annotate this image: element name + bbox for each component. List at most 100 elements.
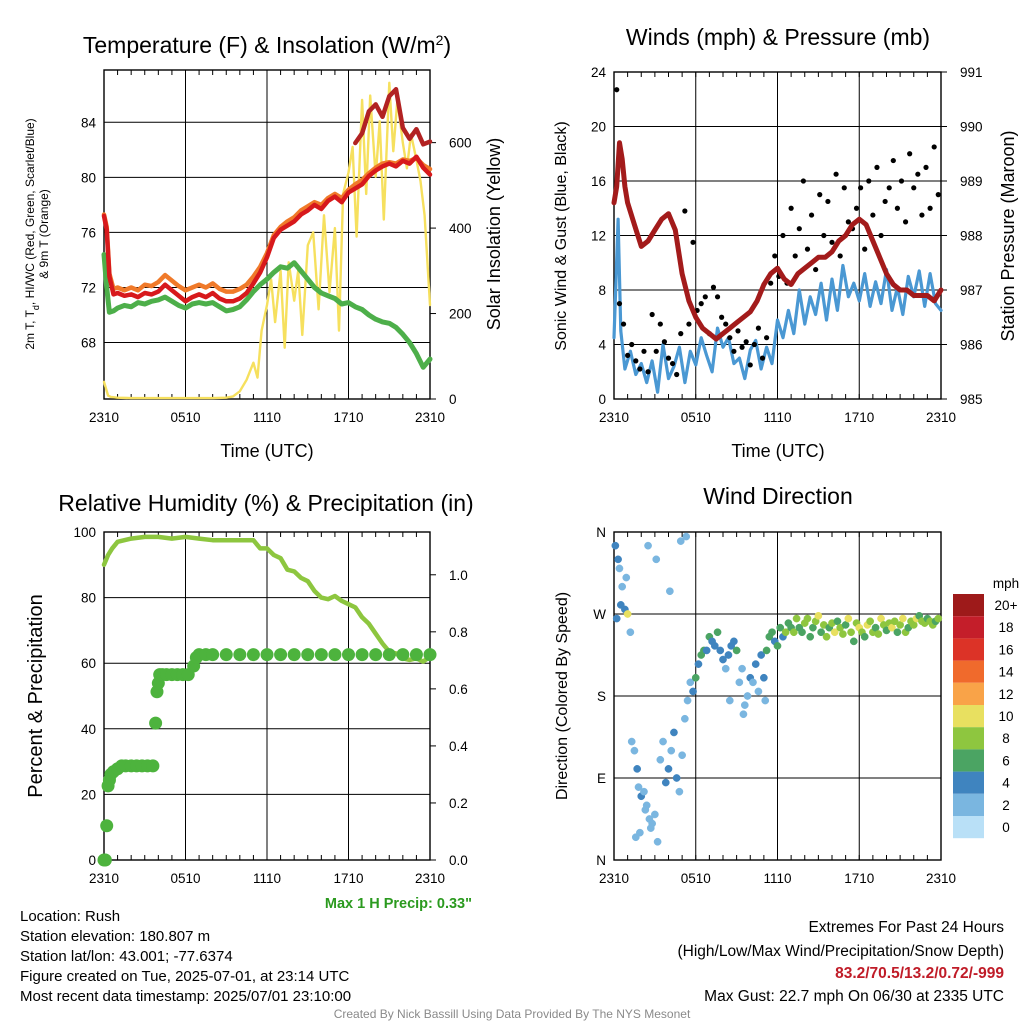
x-tick-label: 0510 <box>681 410 711 425</box>
y-tick-label: N <box>596 853 606 868</box>
direction-point <box>847 628 855 637</box>
direction-point <box>768 628 776 637</box>
gust-marker <box>829 239 835 245</box>
x-tick-label: 2310 <box>415 410 445 425</box>
heat-index-line <box>353 87 433 147</box>
pressure-line <box>611 140 944 342</box>
direction-point <box>623 610 632 618</box>
y-tick-label: 76 <box>81 225 96 240</box>
humidity-line <box>101 534 433 664</box>
y-tick-label: 60 <box>81 656 96 671</box>
gust-marker <box>841 185 847 191</box>
direction-point <box>725 696 734 705</box>
gust-marker <box>788 205 794 211</box>
precip-marker <box>355 648 369 662</box>
direction-point <box>877 614 885 623</box>
y-tick-label: 80 <box>81 591 96 606</box>
y-axis-label: Sonic Wind & Gust (Blue, Black) <box>553 121 570 350</box>
gust-marker <box>657 321 663 327</box>
x-tick-label: 0510 <box>170 410 200 425</box>
y2-tick-label: 987 <box>960 283 983 298</box>
direction-point <box>871 623 880 632</box>
direction-point <box>675 787 684 796</box>
direction-point <box>644 541 652 550</box>
direction-point <box>713 628 722 637</box>
gust-marker <box>804 246 811 252</box>
direction-point <box>806 632 815 641</box>
y2-tick-label: 0.6 <box>449 682 468 697</box>
credit-line: Created By Nick Bassill Using Data Provi… <box>333 1007 691 1021</box>
y-tick-label: 84 <box>81 115 97 130</box>
footer-location: Location: Rush <box>20 908 121 925</box>
footer-elevation: Station elevation: 180.807 m <box>20 928 211 945</box>
x-tick-label: 2310 <box>926 871 956 886</box>
gust-marker <box>649 311 655 318</box>
gust-marker <box>845 219 851 225</box>
direction-point <box>627 737 636 746</box>
extremes-title: Extremes For Past 24 Hours <box>808 919 1004 936</box>
gust-marker <box>645 369 651 375</box>
x-tick-label: 2310 <box>89 871 119 886</box>
precip-marker <box>423 648 437 662</box>
gust-marker <box>625 352 631 358</box>
legend-label: 18 <box>998 620 1013 635</box>
precip-marker <box>369 648 383 662</box>
gust-marker <box>768 280 774 286</box>
gust-marker <box>614 87 620 93</box>
legend-swatch <box>953 727 984 750</box>
gust-marker <box>821 232 827 239</box>
direction-point <box>740 701 749 709</box>
y-tick-label: 68 <box>81 336 96 351</box>
gust-marker <box>862 246 868 252</box>
x-tick-label: 1110 <box>253 410 281 425</box>
gust-marker <box>772 253 778 259</box>
direction-point <box>830 628 839 637</box>
x-tick-label: 1710 <box>844 410 874 425</box>
legend-swatch <box>953 660 984 683</box>
direction-point <box>633 765 642 773</box>
precip-marker <box>233 648 247 662</box>
y2-tick-label: 0.0 <box>449 853 468 868</box>
direction-point <box>735 678 744 687</box>
plot-border <box>613 531 942 861</box>
direction-point <box>652 555 661 564</box>
gust-marker <box>915 171 921 177</box>
gust-marker <box>931 144 937 150</box>
precip-marker <box>396 648 410 662</box>
y-tick-label: 4 <box>598 338 606 353</box>
x-tick-label: 1710 <box>333 410 363 425</box>
gust-marker <box>935 192 941 198</box>
direction-point <box>732 646 741 655</box>
precip-marker <box>287 648 301 662</box>
y-tick-label: 80 <box>81 170 96 185</box>
y2-axis-label: Solar Insolation (Yellow) <box>484 138 504 330</box>
y-tick-label: N <box>596 525 606 540</box>
chart-title: Wind Direction <box>703 483 853 509</box>
direction-point <box>860 632 869 641</box>
gust-marker <box>714 294 721 300</box>
gust-marker <box>665 355 672 361</box>
chart-title: Winds (mph) & Pressure (mb) <box>626 24 930 50</box>
plot-border <box>613 71 942 400</box>
legend-label: 10 <box>998 709 1013 724</box>
direction-point <box>798 628 806 637</box>
y-tick-label: 20 <box>81 787 96 802</box>
precip-marker <box>98 853 112 867</box>
direction-point <box>659 737 667 746</box>
y-tick-label: 20 <box>591 120 606 135</box>
x-tick-label: 1710 <box>333 871 363 886</box>
direction-point <box>611 541 620 550</box>
y-tick-label: 0 <box>88 853 96 868</box>
y2-tick-label: 991 <box>960 65 983 80</box>
direction-point <box>702 646 711 655</box>
direction-point <box>612 614 621 623</box>
direction-point <box>833 617 842 626</box>
direction-point <box>743 692 752 700</box>
y2-tick-label: 0 <box>449 392 457 407</box>
gust-marker <box>833 171 839 177</box>
gust-marker <box>902 219 909 225</box>
y-axis-label: 2m T, Td, HI/WC (Red, Green, Scarlet/Blu… <box>23 118 41 349</box>
x-tick-label: 1110 <box>763 871 791 886</box>
direction-point <box>667 746 676 755</box>
max-gust: Max Gust: 22.7 mph On 06/30 at 2335 UTC <box>704 988 1004 1005</box>
